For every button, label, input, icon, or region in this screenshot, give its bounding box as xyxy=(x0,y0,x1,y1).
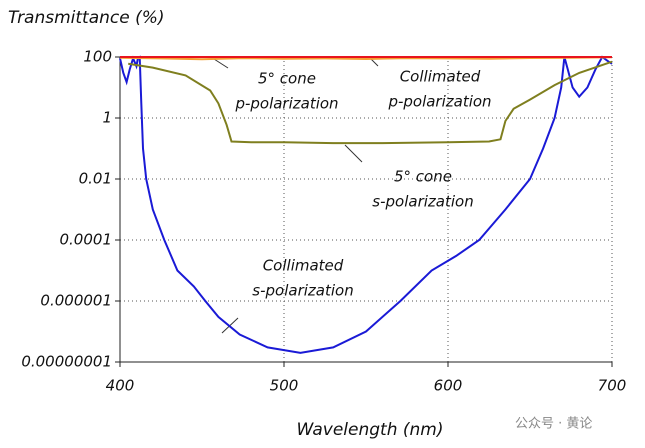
x-tick-label: 500 xyxy=(270,377,299,395)
x-axis-label: Wavelength (nm) xyxy=(296,420,443,440)
y-tick-label: 1 xyxy=(102,109,112,127)
annotation: 5° cone xyxy=(394,168,452,186)
leader-line xyxy=(213,58,229,69)
annotation: p-polarization xyxy=(387,93,491,111)
annotation: p-polarization xyxy=(234,95,338,113)
watermark: 公众号 · 黄论 xyxy=(515,417,592,432)
chart-title: Transmittance (%) xyxy=(8,8,165,28)
x-tick-label: 700 xyxy=(598,377,627,395)
leader-line xyxy=(344,144,363,163)
annotation: s-polarization xyxy=(252,282,353,300)
y-tick-label: 0.0001 xyxy=(60,231,113,249)
x-tick-label: 600 xyxy=(434,377,463,395)
series-line xyxy=(128,60,613,145)
y-tick-label: 100 xyxy=(83,48,112,66)
annotation: 5° cone xyxy=(258,70,316,88)
x-tick-label: 400 xyxy=(106,377,135,395)
y-tick-label: 0.00000001 xyxy=(21,353,112,371)
y-tick-label: 0.000001 xyxy=(40,292,112,310)
annotation: Collimated xyxy=(263,257,344,275)
y-tick-label: 0.01 xyxy=(79,170,112,188)
annotation: Collimated xyxy=(400,68,481,86)
annotation: s-polarization xyxy=(372,193,473,211)
series-line xyxy=(119,55,613,354)
